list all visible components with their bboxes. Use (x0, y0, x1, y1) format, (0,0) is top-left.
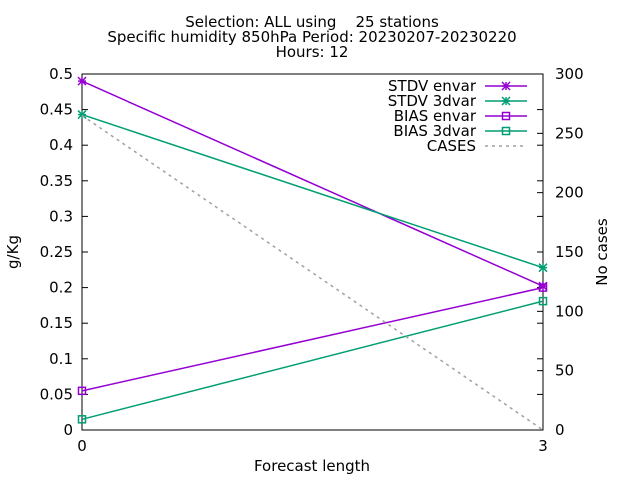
series-point-3-0 (77, 415, 87, 424)
legend-label-4: CASES (427, 137, 476, 155)
y-tick-label: 0.15 (40, 314, 73, 332)
y-tick-label: 0.3 (49, 207, 73, 225)
legend-marker-0 (501, 81, 511, 91)
y2-axis: 0 50 100 150 200 250 300 (537, 65, 584, 439)
title-line-2: Specific humidity 850hPa Period: 2023020… (107, 28, 516, 46)
series-point-3-1 (538, 296, 548, 306)
series-line-2 (81, 286, 544, 392)
y-tick-label: 0.1 (49, 350, 73, 368)
y-axis-label: g/Kg (4, 235, 22, 269)
series-line-4 (81, 114, 544, 431)
y2-tick-label: 200 (555, 184, 584, 202)
y-tick-label: 0.35 (40, 172, 73, 190)
series-line-1 (81, 113, 544, 269)
chart-title: Selection: ALL using 25 stations Specifi… (107, 13, 516, 61)
y-tick-label: 0.05 (40, 385, 73, 403)
y-tick-label: 0.45 (40, 101, 73, 119)
series-point-2-1 (538, 283, 548, 292)
series-point-1-0 (77, 110, 87, 120)
legend-marker-3 (501, 126, 511, 136)
y-tick-label: 0.2 (49, 279, 73, 297)
series-point-0-0 (77, 76, 87, 86)
y-tick-label: 0 (63, 421, 73, 439)
y-tick-label: 0.25 (40, 243, 73, 261)
y-tick-label: 0.5 (49, 65, 73, 83)
y2-tick-label: 150 (555, 243, 584, 261)
title-line-1: Selection: ALL using 25 stations (185, 13, 439, 31)
legend-marker-2 (501, 111, 511, 121)
y2-tick-label: 250 (555, 124, 584, 142)
x-tick-label: 3 (538, 437, 548, 455)
y-tick-label: 0.4 (49, 136, 73, 154)
legend-marker-1 (501, 96, 511, 106)
series-point-1-1 (538, 263, 548, 273)
y2-axis-label: No cases (593, 218, 611, 286)
y2-tick-label: 0 (555, 421, 565, 439)
legend-label-0: STDV envar (388, 77, 477, 95)
title-line-3: Hours: 12 (276, 43, 349, 61)
x-axis-label: Forecast length (254, 457, 370, 475)
series-line-0 (81, 80, 544, 287)
legend-label-3: BIAS 3dvar (393, 122, 476, 140)
x-tick-label: 0 (77, 437, 87, 455)
series-line-3 (81, 300, 544, 421)
legend-label-2: BIAS envar (394, 107, 477, 125)
series-point-2-0 (77, 386, 87, 396)
y2-tick-label: 100 (555, 302, 584, 320)
series-layer (77, 76, 548, 431)
y2-tick-label: 300 (555, 65, 584, 83)
legend-label-1: STDV 3dvar (388, 92, 477, 110)
y2-tick-label: 50 (555, 362, 574, 380)
